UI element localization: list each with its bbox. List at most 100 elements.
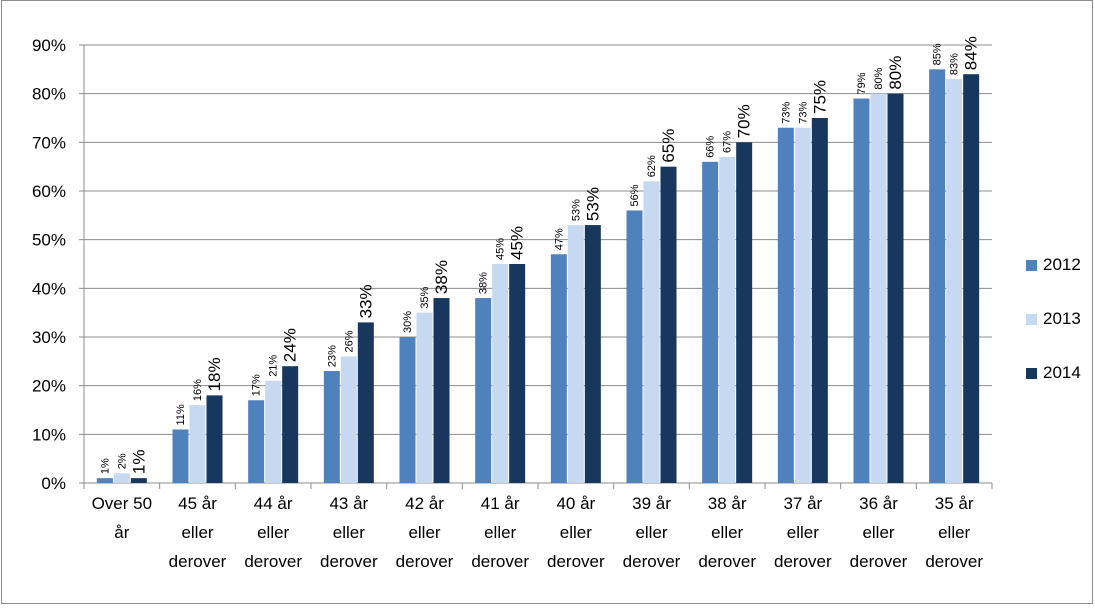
data-label-2012: 79% <box>856 72 868 94</box>
bar-2014 <box>509 264 526 483</box>
data-label-2014: 53% <box>583 187 602 221</box>
legend-swatch-2012 <box>1026 259 1037 271</box>
x-tick-label: 41 år <box>481 494 520 513</box>
x-tick-label: derover <box>169 552 227 571</box>
data-label-2013: 35% <box>419 286 431 308</box>
y-tick-label: 60% <box>32 182 66 201</box>
legend-item-2013: 2013 <box>1026 309 1081 329</box>
x-tick-label: 38 år <box>708 494 747 513</box>
data-label-2012: 11% <box>175 404 187 425</box>
x-tick-label: derover <box>850 552 908 571</box>
data-label-2014: 65% <box>659 129 678 163</box>
bar-2013 <box>416 312 433 483</box>
x-tick-label: 45 år <box>178 494 217 513</box>
data-label-2012: 23% <box>326 345 338 367</box>
bar-2013 <box>189 405 206 483</box>
x-tick-label: år <box>114 523 129 542</box>
legend-item-2014: 2014 <box>1026 363 1081 383</box>
bar-2014 <box>357 322 374 483</box>
bar-2013 <box>113 473 130 483</box>
x-tick-label: derover <box>698 552 756 571</box>
data-label-2012: 56% <box>629 184 641 206</box>
legend-item-2012: 2012 <box>1026 255 1081 275</box>
bar-2012 <box>475 298 492 483</box>
data-label-2013: 80% <box>873 67 885 89</box>
y-tick-label: 70% <box>32 133 66 152</box>
x-tick-label: 36 år <box>859 494 898 513</box>
x-tick-label: 37 år <box>783 494 822 513</box>
x-tick-label: eller <box>635 523 667 542</box>
x-tick-label: 43 år <box>329 494 368 513</box>
y-tick-label: 30% <box>32 328 66 347</box>
bar-2014 <box>433 298 450 483</box>
data-label-2014: 1% <box>129 450 148 475</box>
data-label-2012: 38% <box>478 272 490 294</box>
data-label-2013: 67% <box>722 131 734 153</box>
x-tick-label: derover <box>623 552 681 571</box>
data-label-2014: 75% <box>810 80 829 114</box>
legend: 2012 2013 2014 <box>1026 255 1081 417</box>
bar-2013 <box>492 264 509 483</box>
x-tick-label: eller <box>938 523 970 542</box>
data-label-2012: 30% <box>402 311 414 333</box>
x-tick-label: 35 år <box>935 494 974 513</box>
bar-2014 <box>736 142 753 484</box>
bar-2012 <box>777 127 794 483</box>
x-tick-label: 39 år <box>632 494 671 513</box>
data-label-2014: 38% <box>432 260 451 294</box>
bar-2014 <box>660 166 677 483</box>
bar-2012 <box>172 429 189 483</box>
bar-2014 <box>811 118 828 483</box>
data-label-2012: 85% <box>932 43 944 65</box>
x-tick-label: 44 år <box>254 494 293 513</box>
x-tick-label: eller <box>711 523 743 542</box>
x-tick-label: eller <box>787 523 819 542</box>
bar-2013 <box>719 156 736 483</box>
data-label-2014: 24% <box>281 328 300 362</box>
data-label-2012: 1% <box>99 458 111 474</box>
data-label-2012: 17% <box>251 374 263 396</box>
bar-2012 <box>96 478 113 483</box>
data-label-2013: 16% <box>192 379 204 401</box>
x-tick-label: eller <box>257 523 289 542</box>
bar-2012 <box>929 69 946 483</box>
x-tick-label: derover <box>925 552 983 571</box>
bar-2012 <box>626 210 643 483</box>
bar-2012 <box>323 371 340 483</box>
x-tick-label: eller <box>862 523 894 542</box>
data-label-2013: 73% <box>797 101 809 123</box>
x-tick-label: eller <box>560 523 592 542</box>
bar-2014 <box>206 395 223 483</box>
x-tick-label: derover <box>396 552 454 571</box>
x-tick-label: 42 år <box>405 494 444 513</box>
y-tick-label: 80% <box>32 85 66 104</box>
data-label-2014: 80% <box>886 56 905 90</box>
legend-swatch-2014 <box>1026 367 1037 379</box>
bar-2013 <box>794 127 811 483</box>
legend-label-2014: 2014 <box>1043 363 1081 382</box>
data-label-2013: 2% <box>116 453 128 469</box>
y-tick-label: 10% <box>32 425 66 444</box>
bar-2014 <box>282 366 299 483</box>
bar-2013 <box>567 225 584 484</box>
data-label-2013: 83% <box>949 53 961 75</box>
y-tick-label: 40% <box>32 279 66 298</box>
bar-2013 <box>340 356 357 483</box>
x-tick-label: derover <box>774 552 832 571</box>
data-label-2013: 21% <box>268 355 280 377</box>
data-label-2012: 47% <box>553 228 565 250</box>
legend-label-2012: 2012 <box>1043 255 1081 274</box>
bar-2013 <box>643 181 660 483</box>
bar-2014 <box>887 93 904 484</box>
bar-2013 <box>870 93 887 484</box>
bar-2012 <box>399 337 416 483</box>
bar-2012 <box>853 98 870 484</box>
y-tick-label: 0% <box>41 474 66 493</box>
data-label-2014: 18% <box>205 357 224 391</box>
legend-swatch-2013 <box>1026 313 1037 325</box>
x-tick-label: derover <box>547 552 605 571</box>
data-label-2014: 84% <box>962 36 981 70</box>
bar-2014 <box>963 74 980 483</box>
